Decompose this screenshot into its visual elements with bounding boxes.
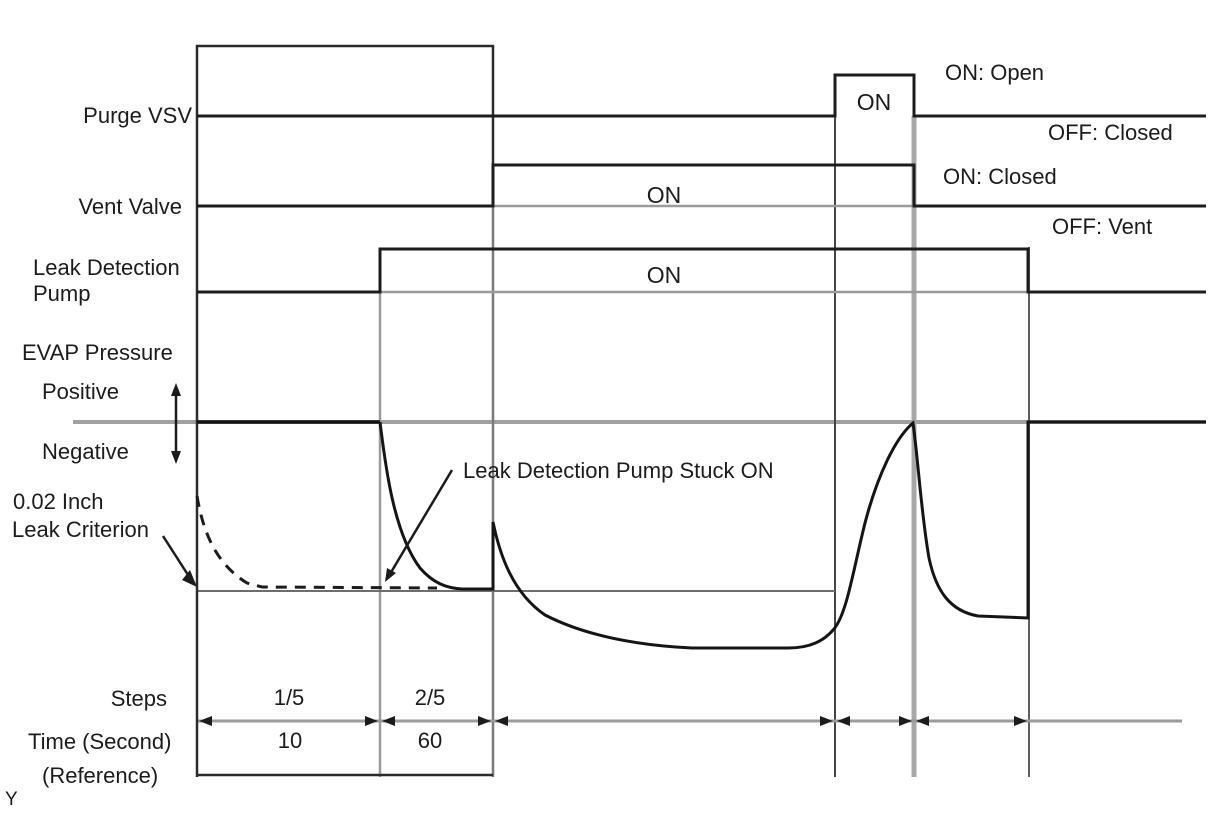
criterion-arrowhead-icon bbox=[182, 570, 197, 587]
time-value-1: 10 bbox=[277, 728, 303, 753]
vent-valve-label: Vent Valve bbox=[78, 194, 182, 219]
dim-arrowhead-icon bbox=[382, 716, 395, 726]
steps-row-label: Steps bbox=[110, 686, 167, 711]
criterion-arrow-line bbox=[161, 535, 192, 579]
step-box-frame bbox=[195, 44, 495, 777]
step-value-1: 1/5 bbox=[273, 685, 305, 710]
legend-purge-on: ON: Open bbox=[945, 60, 1045, 85]
step-value-2: 2/5 bbox=[414, 685, 446, 710]
leak-criterion-label-line2: Leak Criterion bbox=[12, 517, 149, 542]
dim-arrowhead-icon bbox=[820, 716, 833, 726]
vent-on-state-label: ON bbox=[646, 182, 682, 208]
pressure-axis-down-arrowhead-icon bbox=[171, 451, 181, 464]
dim-arrowhead-icon bbox=[916, 716, 929, 726]
pump-on-state-label: ON bbox=[646, 262, 682, 288]
dim-arrowhead-icon bbox=[837, 716, 850, 726]
time-row-label: Time (Second) bbox=[28, 729, 172, 754]
evap-pressure-trace bbox=[378, 420, 1206, 650]
dim-arrowhead-icon bbox=[365, 716, 378, 726]
dim-arrowhead-icon bbox=[495, 716, 508, 726]
purge-vsv-label: Purge VSV bbox=[83, 103, 192, 128]
leak-pump-waveform bbox=[197, 247, 1206, 294]
stuck-on-annotation: Leak Detection Pump Stuck ON bbox=[463, 458, 774, 483]
stuck-on-arrow-line bbox=[388, 469, 454, 575]
negative-label: Negative bbox=[42, 439, 129, 464]
purge-vsv-waveform bbox=[197, 73, 1206, 118]
legend-purge-off: OFF: Closed bbox=[1048, 120, 1173, 145]
leak-pump-label-line1: Leak Detection bbox=[33, 255, 180, 280]
time-reference-note: (Reference) bbox=[42, 763, 159, 788]
dim-arrowhead-icon bbox=[478, 716, 491, 726]
dim-arrowhead-icon bbox=[1014, 716, 1027, 726]
dim-arrowhead-icon bbox=[899, 716, 912, 726]
leak-pump-label-line2: Pump bbox=[33, 281, 91, 306]
legend-vent-off: OFF: Vent bbox=[1052, 214, 1153, 239]
evap-reference-dashed-trace bbox=[195, 495, 438, 590]
positive-label: Positive bbox=[42, 379, 120, 404]
legend-vent-on: ON: Closed bbox=[943, 164, 1057, 189]
leak-criterion-label-line1: 0.02 Inch bbox=[13, 489, 104, 514]
corner-mark: Y bbox=[5, 789, 18, 810]
stuck-on-arrowhead-icon bbox=[385, 568, 396, 582]
evap-pressure-label: EVAP Pressure bbox=[22, 340, 173, 365]
purge-on-state-label: ON bbox=[856, 89, 892, 115]
time-value-2: 60 bbox=[417, 728, 443, 753]
vent-valve-waveform bbox=[197, 163, 1206, 208]
dim-arrowhead-icon bbox=[199, 716, 212, 726]
pressure-axis-up-arrowhead-icon bbox=[171, 383, 181, 396]
